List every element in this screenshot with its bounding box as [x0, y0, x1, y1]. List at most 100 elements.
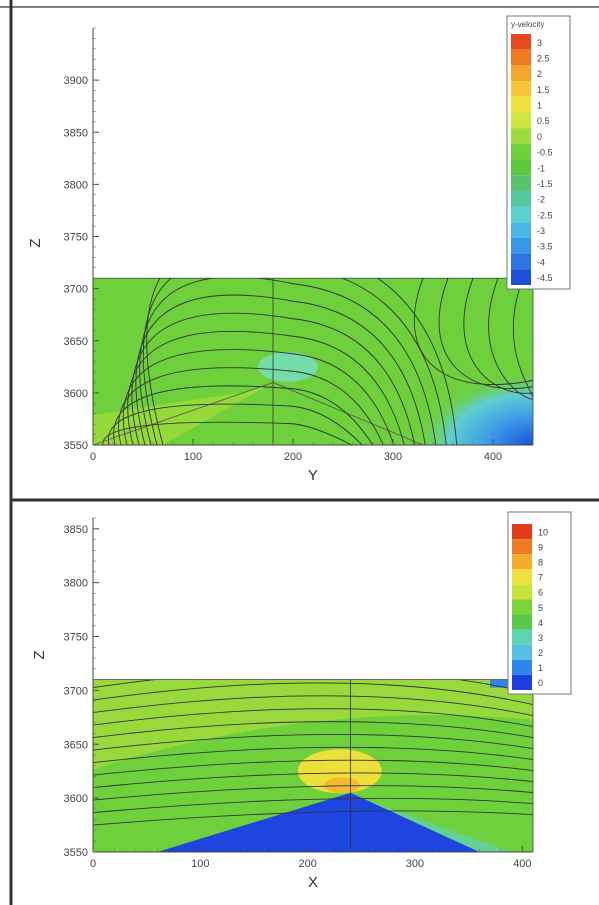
region-upper-band	[93, 679, 533, 770]
y-axis-label: Z	[27, 238, 44, 247]
legend-label: 2.5	[537, 53, 550, 63]
x-tick-label: 0	[90, 451, 96, 463]
streamline	[93, 772, 533, 789]
streamline	[93, 721, 533, 739]
streamline	[146, 278, 458, 446]
y-tick-label: 3550	[64, 847, 88, 859]
y-tick-label: 3550	[64, 440, 88, 452]
legend-swatch	[512, 539, 532, 555]
legend-swatch	[512, 674, 532, 690]
x-axis-label: X	[308, 874, 318, 891]
legend-title: y-velocity	[511, 20, 544, 29]
y-tick-label: 3750	[64, 232, 88, 244]
legend-label: -4.5	[537, 273, 553, 283]
legend-swatch	[512, 599, 532, 615]
legend-label: -2	[537, 195, 545, 205]
legend-label: 3	[537, 38, 542, 48]
legend-label: 1	[538, 663, 543, 673]
streamline	[93, 785, 533, 801]
legend-swatch	[511, 222, 531, 238]
legend-swatch	[512, 524, 532, 540]
legend-swatch	[512, 554, 532, 570]
legend-swatch	[512, 629, 532, 645]
legend: y-velocity 3 2.5 2 1.5 1 0.5 0 -0.5 -1 -1.5 -2 -2.5 -…	[506, 15, 571, 290]
streamline	[107, 403, 363, 446]
legend-label: 8	[538, 558, 543, 568]
legend-swatch	[511, 253, 531, 270]
streamline	[93, 759, 533, 776]
streamline	[102, 421, 352, 446]
legend-label: 10	[538, 527, 548, 537]
legend-label: -1.5	[537, 179, 553, 189]
legend-label: -1	[537, 163, 545, 173]
y-tick-label: 3650	[64, 336, 88, 348]
y-axis-label: Z	[31, 650, 48, 659]
legend-swatch	[511, 159, 531, 176]
legend-label: 0	[538, 678, 543, 688]
y-tick-label: 3650	[64, 739, 88, 751]
legend-label: 4	[538, 618, 543, 628]
streamline	[488, 278, 533, 400]
streamline	[139, 278, 437, 446]
legend-swatch	[511, 96, 531, 113]
legend-swatch	[511, 206, 531, 223]
streamline	[438, 278, 533, 389]
streamline	[93, 797, 533, 814]
legend-swatch	[511, 128, 531, 144]
y-tick-label: 3600	[64, 793, 88, 805]
legend-swatch	[511, 237, 531, 254]
legend-label: -3	[537, 226, 545, 236]
x-tick-label: 300	[384, 451, 402, 463]
legend-swatch	[511, 269, 531, 285]
legend-swatch	[511, 190, 531, 207]
legend-label: 1	[537, 101, 542, 111]
legend-swatch	[511, 81, 531, 97]
streamline	[93, 810, 533, 826]
legend-label: -2.5	[537, 210, 553, 220]
contour-field	[93, 679, 533, 852]
region-orange-core	[323, 777, 360, 794]
y-tick-label: 3700	[64, 284, 88, 296]
legend-swatch	[511, 65, 531, 82]
x-tick-label: 100	[184, 451, 202, 463]
streamline	[93, 695, 533, 717]
y-tick-label: 3850	[64, 524, 88, 536]
legend-label: 3	[538, 633, 543, 643]
top-contour-plot: 3550 3600 3650 3700 3750 3800 3850 3900 0 100 200 3…	[27, 15, 571, 484]
streamline	[93, 682, 533, 706]
streamline	[93, 708, 533, 728]
streamline	[93, 746, 533, 764]
legend-swatch	[511, 34, 531, 50]
streamline	[127, 330, 405, 446]
legend-swatch	[512, 614, 532, 630]
x-tick-label: 300	[406, 858, 424, 870]
legend-swatch	[512, 569, 532, 585]
legend-swatch	[511, 112, 531, 129]
legend-label: 7	[538, 573, 543, 583]
streamline	[135, 294, 426, 446]
streamline	[122, 349, 395, 446]
legend-swatch	[512, 644, 532, 660]
region-right-low	[413, 372, 533, 445]
legend-label: 6	[538, 588, 543, 598]
legend-swatch	[512, 584, 532, 600]
streamline	[413, 278, 533, 385]
legend-label: 5	[538, 603, 543, 613]
x-tick-label: 200	[284, 451, 302, 463]
legend-label: -3.5	[537, 242, 553, 252]
streamline	[131, 312, 416, 446]
legend-label: 0.5	[537, 116, 550, 126]
legend-swatch	[511, 143, 531, 160]
legend-label: -0.5	[537, 148, 553, 158]
region-terrain-low	[93, 792, 533, 852]
contour-field	[93, 278, 533, 446]
y-tick-label: 3800	[64, 179, 88, 191]
x-tick-label: 400	[484, 451, 502, 463]
y-tick-label: 3800	[64, 578, 88, 590]
legend-swatch	[511, 49, 531, 66]
streamline	[512, 278, 533, 406]
y-tick-label: 3600	[64, 388, 88, 400]
y-tick-label: 3750	[64, 632, 88, 644]
